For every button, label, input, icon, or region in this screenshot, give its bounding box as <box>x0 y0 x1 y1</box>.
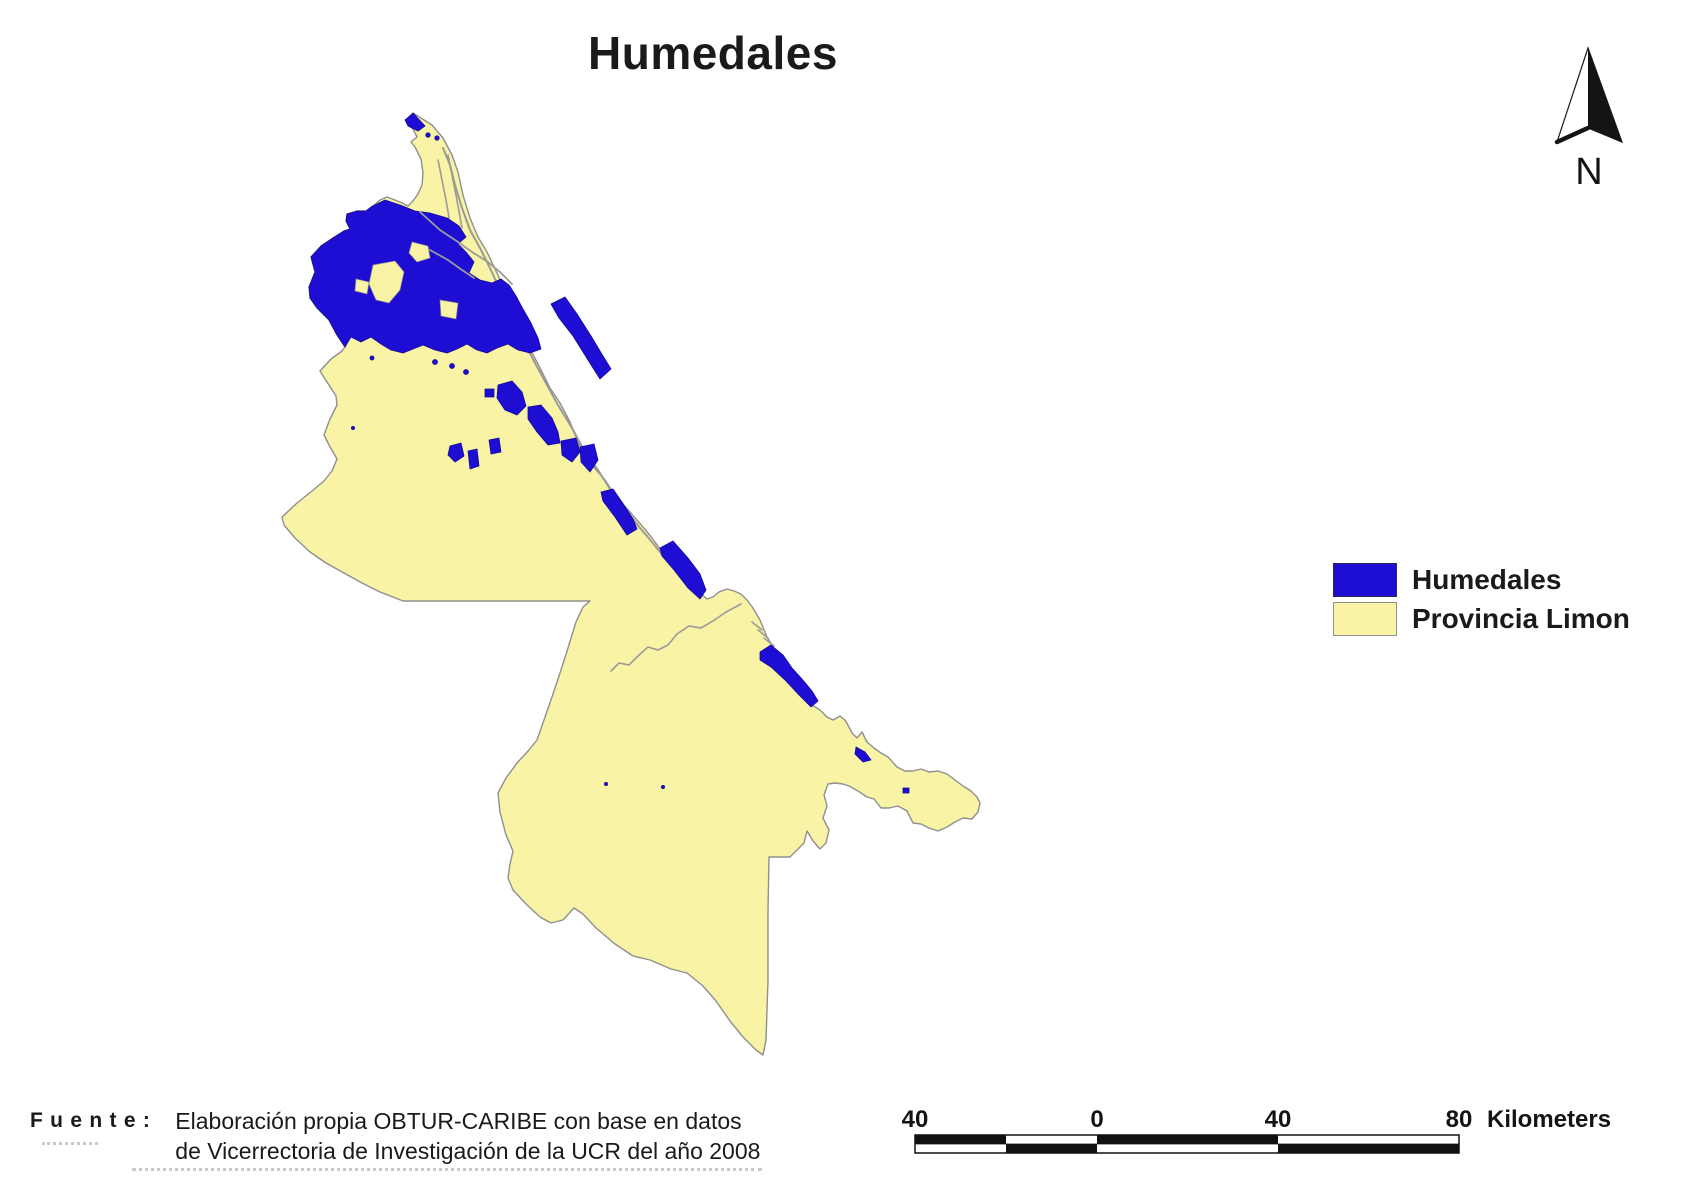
legend-swatch-humedales <box>1333 563 1397 597</box>
north-arrow: N <box>1554 46 1624 193</box>
scale-tick-2: 40 <box>1265 1106 1292 1133</box>
scale-unit-label: Kilometers <box>1487 1106 1611 1133</box>
legend: Humedales Provincia Limon <box>1333 563 1630 641</box>
legend-item-humedales: Humedales <box>1333 563 1630 597</box>
wetland-main-mass <box>308 199 542 354</box>
canal-lines-over-wetland <box>419 211 513 285</box>
wetland-coast-strip-2 <box>659 540 707 600</box>
wetland-north-tip <box>404 112 426 132</box>
wetland-areas <box>308 112 910 794</box>
source-line-1: Elaboración propia OBTUR-CARIBE con base… <box>175 1108 742 1134</box>
legend-label-provincia-limon: Provincia Limon <box>1412 603 1630 634</box>
scale-tick-0: 40 <box>902 1106 929 1133</box>
wetland-lagoon-strip <box>550 296 612 380</box>
scale-tick-3: 80 <box>1446 1106 1473 1133</box>
source-label: Fuente: <box>30 1109 158 1132</box>
scan-artifact-dashes <box>42 1142 98 1145</box>
source-note: Fuente: Elaboración propia OBTUR-CARIBE … <box>30 1106 760 1166</box>
page-title: Humedales <box>588 27 838 79</box>
scale-tick-1: 0 <box>1090 1106 1103 1133</box>
source-line-2: de Vicerrectoria de Investigación de la … <box>175 1138 761 1164</box>
wetland-coast-strip-3 <box>759 644 819 708</box>
wetland-holes <box>354 241 459 320</box>
scale-bar: 40 0 40 80 Kilometers <box>902 1106 1611 1154</box>
scan-artifact-dashes <box>132 1168 762 1171</box>
canal-lines <box>437 147 781 672</box>
legend-swatch-provincia-limon <box>1333 602 1397 636</box>
wetland-coast-strip-1 <box>600 488 638 536</box>
source-text: Elaboración propia OBTUR-CARIBE con base… <box>175 1106 760 1166</box>
legend-item-provincia-limon: Provincia Limon <box>1333 602 1630 636</box>
legend-label-humedales: Humedales <box>1412 564 1562 595</box>
north-arrow-label: N <box>1575 151 1602 193</box>
